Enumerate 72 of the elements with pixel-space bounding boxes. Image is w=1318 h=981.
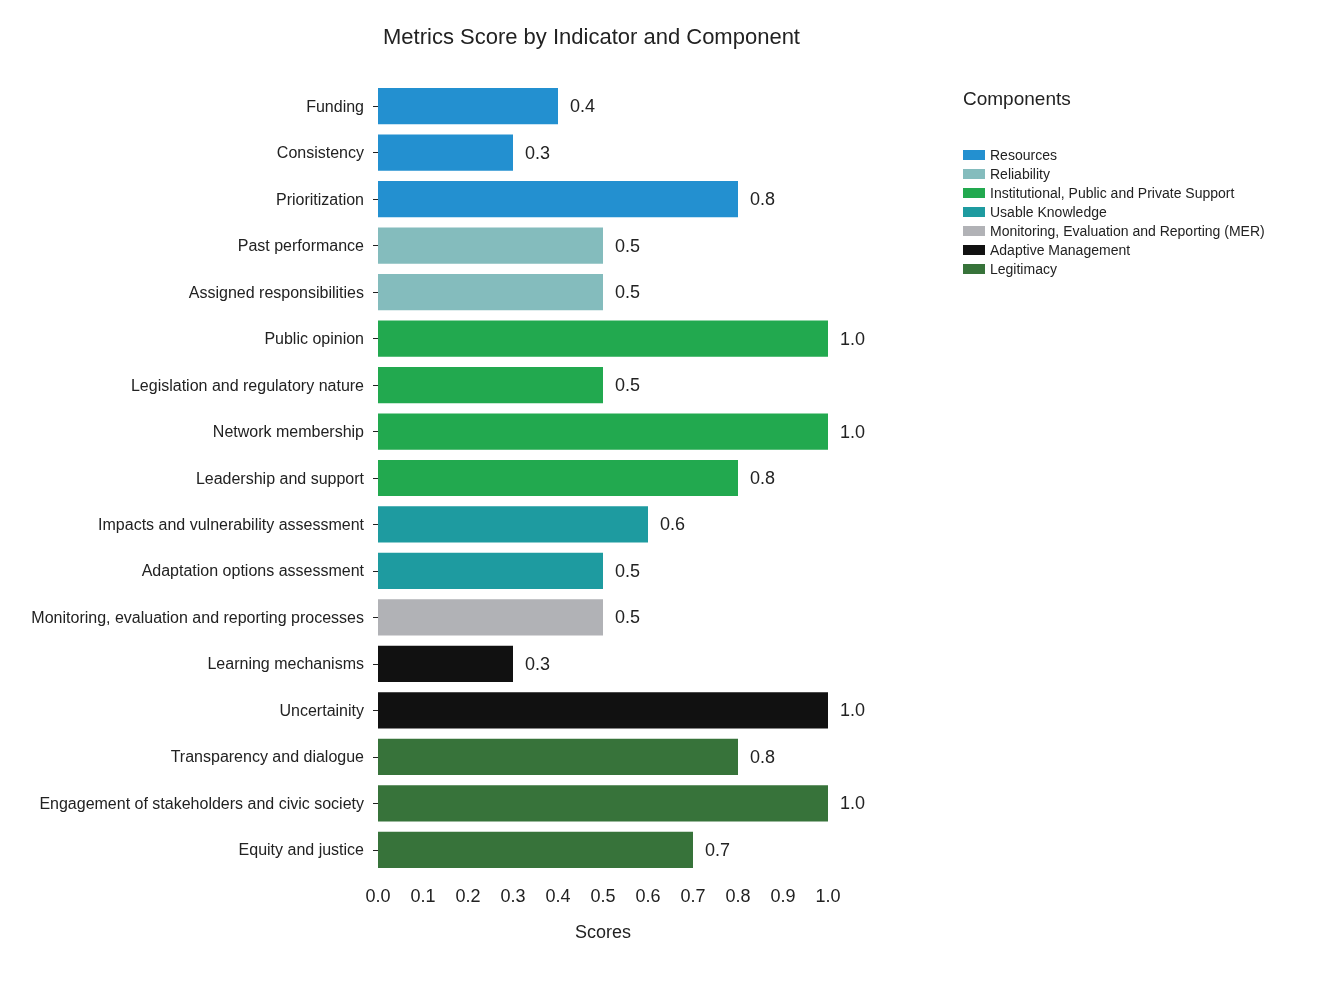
data-label: 0.5: [615, 235, 641, 256]
x-tick-label: 0.8: [725, 886, 751, 906]
data-label: 0.8: [750, 746, 776, 767]
data-label: 0.7: [705, 839, 731, 860]
data-label: 0.8: [750, 189, 776, 210]
data-label: 1.0: [840, 328, 866, 349]
data-label: 0.3: [525, 142, 551, 163]
y-tick-label: Impacts and vulnerability assessment: [98, 515, 365, 533]
y-tick-label: Prioritization: [275, 190, 364, 208]
data-label: 0.5: [615, 282, 641, 303]
x-tick-label: 0.1: [410, 886, 436, 906]
bar: [378, 552, 603, 590]
y-tick-label: Legislation and regulatory nature: [130, 376, 365, 394]
bar: [378, 320, 828, 357]
data-label: 0.5: [615, 560, 641, 581]
data-label: 0.4: [570, 96, 596, 117]
legend-label: Usable Knowledge: [990, 204, 1107, 220]
y-tick-label: Funding: [306, 97, 364, 115]
bar: [378, 181, 738, 218]
bar: [378, 366, 603, 404]
y-tick-label: Monitoring, evaluation and reporting processes: [31, 608, 364, 626]
x-axis-title: Scores: [574, 922, 632, 942]
legend-label: Resources: [990, 147, 1057, 163]
y-tick-label: Assigned responsibilities: [188, 283, 364, 301]
y-tick-label: Transparency and dialogue: [170, 748, 365, 766]
data-label: 1.0: [840, 421, 866, 442]
bar: [378, 831, 693, 868]
x-tick-label: 0.6: [635, 886, 661, 906]
legend-label: Reliability: [990, 166, 1050, 182]
y-tick-label: Adaptation options assessment: [141, 562, 365, 580]
bar: [378, 645, 513, 683]
bar: [378, 273, 603, 311]
legend-label: Legitimacy: [990, 261, 1057, 277]
bar: [378, 227, 603, 264]
data-label: 0.8: [750, 468, 776, 488]
y-tick-label: Equity and justice: [238, 841, 365, 859]
x-tick-label: 0.9: [770, 886, 796, 906]
bar: [378, 413, 828, 450]
bar: [378, 88, 558, 125]
chart-title: Metrics Score by Indicator and Component: [383, 23, 800, 49]
x-tick-label: 1.0: [815, 886, 841, 906]
legend-label: Institutional, Public and Private Support: [990, 185, 1235, 201]
data-label: 0.3: [525, 653, 551, 674]
bar: [378, 599, 603, 636]
bar: [378, 692, 828, 729]
legend-label: Monitoring, Evaluation and Reporting (MER): [990, 223, 1265, 239]
bar: [378, 785, 828, 822]
legend-title: Components: [963, 88, 1071, 109]
y-tick-label: Public opinion: [264, 330, 364, 348]
data-label: 1.0: [840, 793, 866, 814]
y-tick-label: Network membership: [212, 423, 365, 441]
y-tick-label: Past performance: [237, 237, 365, 255]
legend-label: Adaptive Management: [990, 242, 1131, 258]
x-tick-label: 0.3: [500, 886, 526, 906]
data-label: 0.6: [660, 514, 686, 535]
data-label: 0.5: [615, 375, 641, 396]
data-label: 1.0: [840, 700, 866, 721]
y-tick-label: Uncertainity: [279, 701, 364, 719]
y-tick-label: Consistency: [276, 144, 364, 162]
y-tick-label: Learning mechanisms: [207, 655, 364, 673]
bar: [378, 506, 648, 543]
x-tick-label: 0.7: [680, 886, 706, 906]
bar: [378, 738, 738, 775]
data-label: 0.5: [615, 607, 641, 628]
x-tick-label: 0.2: [455, 886, 481, 906]
x-tick-label: 0.5: [590, 886, 616, 906]
bar: [378, 134, 513, 171]
bar: [378, 459, 738, 497]
x-tick-label: 0.4: [545, 886, 571, 906]
x-tick-label: 0.0: [365, 886, 391, 906]
y-tick-label: Leadership and support: [195, 469, 365, 487]
y-tick-label: Engagement of stakeholders and civic society: [39, 794, 364, 812]
